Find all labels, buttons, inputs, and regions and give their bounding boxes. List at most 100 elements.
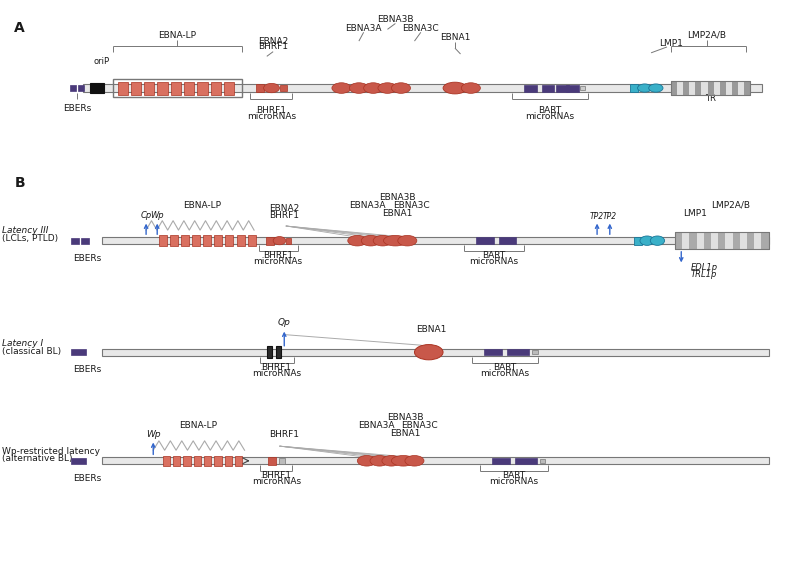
Text: EBNA1: EBNA1 xyxy=(416,325,446,335)
Bar xyxy=(225,456,232,466)
Ellipse shape xyxy=(640,236,654,245)
Bar xyxy=(540,459,545,463)
Text: EBNA2: EBNA2 xyxy=(269,204,299,213)
Bar xyxy=(145,82,155,95)
Bar xyxy=(113,79,242,97)
Bar xyxy=(102,237,769,244)
Bar xyxy=(718,232,726,249)
Ellipse shape xyxy=(405,456,424,466)
Text: TRL1p: TRL1p xyxy=(691,270,717,279)
Text: microRNAs: microRNAs xyxy=(480,369,530,377)
Text: BHRF1: BHRF1 xyxy=(258,42,288,52)
Text: BHRF1: BHRF1 xyxy=(263,251,293,260)
Bar xyxy=(224,82,234,95)
Ellipse shape xyxy=(414,345,443,360)
Ellipse shape xyxy=(348,235,367,246)
Bar xyxy=(683,81,689,95)
Text: Wp-restricted latency: Wp-restricted latency xyxy=(2,447,100,456)
Bar xyxy=(256,84,264,92)
Text: Latency III: Latency III xyxy=(2,225,48,235)
Text: microRNAs: microRNAs xyxy=(252,477,301,486)
Bar xyxy=(671,81,750,95)
Bar xyxy=(203,235,211,246)
Bar xyxy=(747,232,754,249)
Text: EBNA1: EBNA1 xyxy=(390,429,420,438)
Text: EBERs: EBERs xyxy=(73,365,102,374)
Ellipse shape xyxy=(382,456,401,466)
Text: microRNAs: microRNAs xyxy=(489,477,538,486)
Text: TR: TR xyxy=(705,94,716,103)
Text: Qp: Qp xyxy=(278,318,291,328)
Bar xyxy=(744,81,750,95)
Text: LMP2A/B: LMP2A/B xyxy=(687,31,727,40)
Text: B: B xyxy=(14,176,25,190)
Bar xyxy=(630,84,638,92)
Text: microRNAs: microRNAs xyxy=(252,369,301,377)
Text: (alternative BL): (alternative BL) xyxy=(2,454,73,463)
Bar xyxy=(671,81,750,95)
Bar xyxy=(118,82,128,95)
Bar xyxy=(720,81,726,95)
Text: EBNA3B: EBNA3B xyxy=(387,413,423,423)
Bar xyxy=(484,349,502,355)
Text: BHRF1: BHRF1 xyxy=(261,471,291,480)
Text: microRNAs: microRNAs xyxy=(253,257,303,266)
Ellipse shape xyxy=(638,84,652,92)
Bar xyxy=(703,232,711,249)
Bar xyxy=(83,84,762,92)
Text: BART: BART xyxy=(493,363,517,372)
Text: EBNA2: EBNA2 xyxy=(258,36,288,46)
Ellipse shape xyxy=(332,83,351,93)
Text: EBNA3C: EBNA3C xyxy=(393,201,430,210)
Ellipse shape xyxy=(384,235,407,246)
Bar xyxy=(210,82,221,95)
Bar xyxy=(102,457,769,464)
Bar xyxy=(675,232,769,249)
Text: TP2: TP2 xyxy=(590,211,604,221)
Bar xyxy=(279,458,285,464)
Ellipse shape xyxy=(361,235,380,246)
Bar xyxy=(266,237,274,245)
Bar xyxy=(707,81,714,95)
Bar xyxy=(689,232,696,249)
Bar xyxy=(476,237,494,244)
Text: microRNAs: microRNAs xyxy=(247,112,296,120)
Bar xyxy=(235,456,242,466)
Bar xyxy=(70,85,76,91)
Text: (classical BL): (classical BL) xyxy=(2,346,61,356)
Bar xyxy=(280,85,287,91)
Text: BHRF1: BHRF1 xyxy=(261,363,291,372)
Bar xyxy=(171,82,181,95)
Ellipse shape xyxy=(443,82,467,94)
Text: EBNA3A: EBNA3A xyxy=(358,421,395,430)
Bar xyxy=(580,86,585,90)
Bar xyxy=(90,83,104,93)
Text: EBNA3A: EBNA3A xyxy=(349,201,386,210)
Ellipse shape xyxy=(373,235,392,246)
Bar xyxy=(237,235,245,246)
Bar xyxy=(268,457,276,465)
Bar xyxy=(192,235,200,246)
Bar xyxy=(499,237,516,244)
Text: BART: BART xyxy=(482,251,506,260)
Text: microRNAs: microRNAs xyxy=(525,112,574,120)
Text: BHRF1: BHRF1 xyxy=(256,106,287,114)
Bar xyxy=(184,82,195,95)
Bar xyxy=(194,456,201,466)
Text: EBNA-LP: EBNA-LP xyxy=(183,201,222,210)
Bar xyxy=(761,232,769,249)
Bar xyxy=(183,456,191,466)
Text: BHRF1: BHRF1 xyxy=(269,211,299,220)
Bar xyxy=(671,81,677,95)
Bar xyxy=(733,232,740,249)
Bar xyxy=(157,82,168,95)
Bar xyxy=(181,235,189,246)
Bar xyxy=(634,237,642,245)
Bar xyxy=(173,456,180,466)
Text: EBNA3B: EBNA3B xyxy=(377,15,414,25)
Ellipse shape xyxy=(461,83,480,93)
Text: EBNA1: EBNA1 xyxy=(440,33,470,42)
Text: Wp: Wp xyxy=(146,430,160,439)
Ellipse shape xyxy=(273,237,286,245)
Text: Cp: Cp xyxy=(141,211,152,220)
